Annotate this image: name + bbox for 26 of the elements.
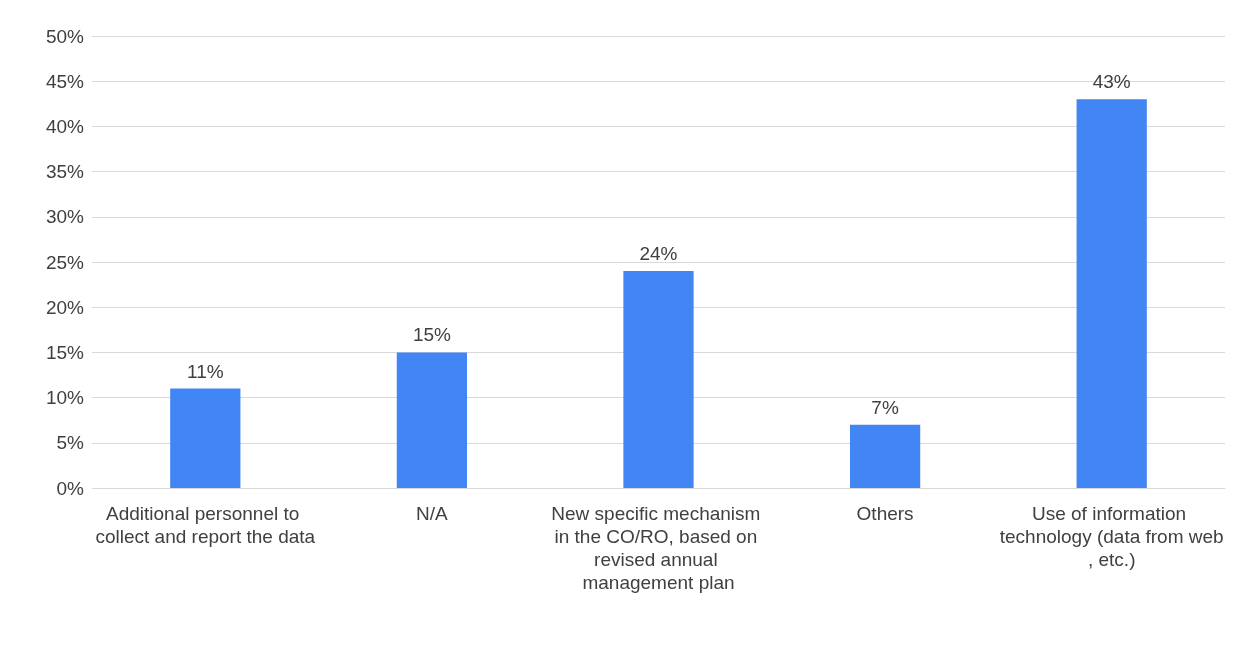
data-label: 11%	[186, 360, 224, 382]
y-tick-label: 50%	[45, 25, 85, 47]
x-tick-label: Use of information technology (data from web, etc.)	[999, 503, 1224, 570]
y-tick-label: 40%	[45, 115, 85, 137]
x-tick-label: Others	[856, 503, 914, 524]
x-tick-label: New specific mechanism in the CO/RO, based on revised annual management plan	[551, 503, 766, 593]
x-tick-label: N/A	[416, 503, 449, 524]
data-label: 24%	[639, 243, 678, 265]
data-label: 43%	[1092, 71, 1131, 93]
bar	[170, 388, 241, 488]
data-label: 7%	[871, 396, 899, 418]
y-tick-label: 25%	[45, 251, 85, 273]
y-tick-label: 30%	[45, 206, 85, 228]
data-label: 15%	[412, 324, 452, 346]
y-tick-label: 0%	[56, 477, 85, 499]
y-tick-label: 20%	[45, 296, 85, 318]
y-tick-label: 5%	[56, 432, 85, 454]
y-tick-label: 35%	[45, 161, 85, 183]
bar	[849, 424, 921, 488]
y-tick-label: 45%	[45, 70, 85, 92]
bar	[396, 352, 468, 488]
x-tick-label: Additional personnel to collect and report the data	[95, 503, 316, 547]
bar	[1076, 99, 1147, 488]
y-tick-label: 10%	[45, 387, 85, 409]
y-tick-label: 15%	[45, 341, 85, 363]
bar	[623, 271, 694, 488]
